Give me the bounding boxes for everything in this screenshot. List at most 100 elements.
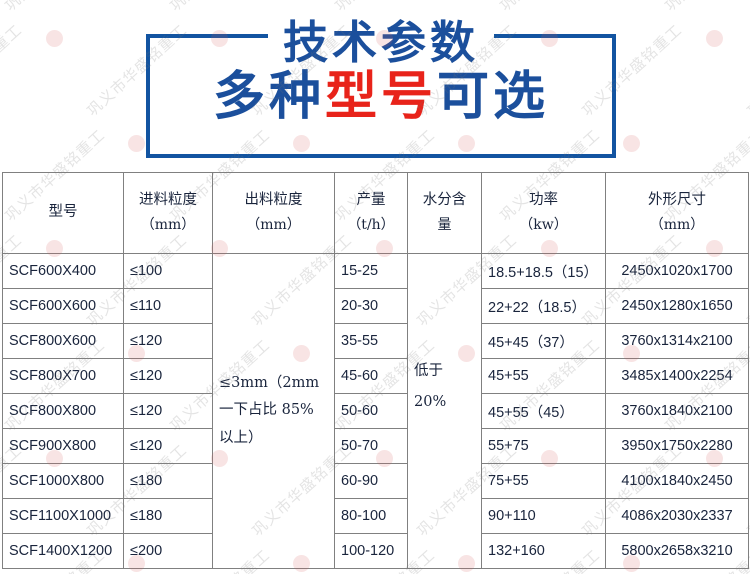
watermark-text: 巩义市华盛铭重工	[330, 0, 439, 16]
cell-power: 45+55	[481, 358, 606, 394]
page-title-secondary: 多种型号可选	[142, 70, 620, 123]
cell-dimensions: 5800x2658x3210	[605, 533, 749, 569]
cell-dimensions: 4100x1840x2450	[605, 463, 749, 499]
title-secondary-part1: 多种	[212, 65, 325, 127]
cell-model: SCF800X700	[2, 358, 124, 394]
title-text-group: 技术参数 多种型号可选	[142, 20, 620, 123]
column-header-discharge-size: 出料粒度 （mm）	[212, 172, 335, 254]
cell-capacity: 35-55	[334, 323, 408, 359]
header-title-power: 功率	[529, 192, 558, 209]
cell-feed-size: ≤100	[123, 253, 213, 289]
column-header-moisture: 水分含 量	[407, 172, 482, 254]
table-row: SCF1400X1200 ≤200 100-120 132+160 5800x2658x…	[2, 533, 749, 569]
cell-capacity: 15-25	[334, 253, 408, 289]
banner-border-top-right	[494, 34, 616, 38]
header-unit-capacity: （t/h）	[347, 217, 395, 234]
watermark-dot	[623, 135, 640, 152]
cell-power: 90+110	[481, 498, 606, 534]
table-row: SCF1000X800 ≤180 60-90 75+55 4100x1840x2450	[2, 463, 749, 499]
cell-dimensions: 3760x1314x2100	[605, 323, 749, 359]
watermark-text: 巩义市华盛铭重工	[0, 0, 109, 16]
cell-capacity: 100-120	[334, 533, 408, 569]
moisture-line-1: 20%	[414, 394, 447, 410]
cell-capacity: 45-60	[334, 358, 408, 394]
table-row: SCF800X600 ≤120 35-55 45+45（37） 3760x1314x21…	[2, 323, 749, 359]
column-header-feed-size: 进料粒度 （mm）	[123, 172, 213, 254]
cell-capacity: 50-60	[334, 393, 408, 429]
column-header-capacity: 产量 （t/h）	[334, 172, 408, 254]
header-title-discharge-size: 出料粒度	[244, 192, 303, 209]
header-unit-feed-size: （mm）	[140, 217, 196, 234]
cell-feed-size: ≤120	[123, 393, 213, 429]
cell-capacity: 60-90	[334, 463, 408, 499]
table-row: SCF800X700 ≤120 45-60 45+55 3485x1400x2254	[2, 358, 749, 394]
cell-power: 45+45（37）	[481, 323, 606, 359]
banner-border-top-left	[146, 34, 268, 38]
cell-power: 18.5+18.5（15）	[481, 253, 606, 289]
cell-model: SCF1400X1200	[2, 533, 124, 569]
cell-moisture-merged: 低于 20%	[407, 253, 482, 569]
cell-feed-size: ≤180	[123, 463, 213, 499]
cell-feed-size: ≤180	[123, 498, 213, 534]
table-row: SCF900X800 ≤120 50-70 55+75 3950x1750x2280	[2, 428, 749, 464]
cell-dimensions: 3950x1750x2280	[605, 428, 749, 464]
cell-power: 132+160	[481, 533, 606, 569]
cell-discharge-size-merged: ≤3mm（2mm 一下占比 85% 以上）	[212, 253, 335, 569]
cell-feed-size: ≤120	[123, 323, 213, 359]
watermark-dot	[706, 30, 723, 47]
header-title-dimensions: 外形尺寸	[648, 192, 706, 209]
watermark-text: 巩义市华盛铭重工	[744, 21, 750, 120]
column-header-dimensions: 外形尺寸 （mm）	[605, 172, 749, 254]
cell-model: SCF800X600	[2, 323, 124, 359]
cell-dimensions: 2450x1020x1700	[605, 253, 749, 289]
header-unit-discharge-size: （mm）	[246, 217, 301, 234]
cell-capacity: 20-30	[334, 288, 408, 324]
watermark-dot	[128, 135, 145, 152]
header-unit-moisture: 量	[437, 217, 452, 234]
cell-feed-size: ≤120	[123, 358, 213, 394]
table-row: SCF600X600 ≤110 20-30 22+22（18.5） 2450x1280x…	[2, 288, 749, 324]
column-header-power: 功率 （kw）	[481, 172, 606, 254]
title-banner: 技术参数 多种型号可选	[146, 20, 616, 158]
header-unit-power: （kw）	[519, 217, 568, 234]
cell-power: 22+22（18.5）	[481, 288, 606, 324]
cell-dimensions: 4086x2030x2337	[605, 498, 749, 534]
cell-feed-size: ≤110	[123, 288, 213, 324]
watermark-text: 巩义市华盛铭重工	[0, 21, 26, 120]
table-row: SCF1100X1000 ≤180 80-100 90+110 4086x2030x23…	[2, 498, 749, 534]
header-title-moisture: 水分含	[422, 192, 467, 209]
cell-feed-size: ≤120	[123, 428, 213, 464]
header-title-model: 型号	[48, 204, 78, 221]
banner-border-bottom	[146, 154, 616, 158]
cell-dimensions: 3485x1400x2254	[605, 358, 749, 394]
cell-model: SCF1000X800	[2, 463, 124, 499]
cell-model: SCF600X400	[2, 253, 124, 289]
cell-capacity: 80-100	[334, 498, 408, 534]
moisture-line-0: 低于	[414, 363, 443, 379]
cell-capacity: 50-70	[334, 428, 408, 464]
cell-model: SCF600X600	[2, 288, 124, 324]
watermark-dot	[46, 30, 63, 47]
cell-dimensions: 3760x1840x2100	[605, 393, 749, 429]
discharge-size-line-1: 一下占比 85%	[219, 402, 314, 419]
banner-border-left	[146, 34, 150, 158]
title-secondary-highlight: 型号	[324, 65, 437, 127]
cell-model: SCF800X800	[2, 393, 124, 429]
watermark-text: 巩义市华盛铭重工	[660, 0, 750, 16]
cell-power: 55+75	[481, 428, 606, 464]
title-secondary-part2: 可选	[437, 65, 550, 127]
banner-border-right	[612, 34, 616, 158]
discharge-size-line-2: 以上）	[219, 429, 263, 446]
cell-power: 45+55（45）	[481, 393, 606, 429]
cell-dimensions: 2450x1280x1650	[605, 288, 749, 324]
discharge-size-line-0: ≤3mm（2mm	[219, 374, 320, 391]
cell-model: SCF900X800	[2, 428, 124, 464]
page-title-primary: 技术参数	[282, 16, 479, 69]
table-header-row: 型号 进料粒度 （mm） 出料粒度 （mm） 产量 （t/h） 水分含 量 功率…	[2, 172, 749, 254]
cell-model: SCF1100X1000	[2, 498, 124, 534]
cell-power: 75+55	[481, 463, 606, 499]
column-header-model: 型号	[2, 172, 124, 254]
watermark-text: 巩义市华盛铭重工	[165, 0, 274, 16]
header-title-capacity: 产量	[356, 192, 386, 209]
header-unit-dimensions: （mm）	[649, 217, 705, 234]
